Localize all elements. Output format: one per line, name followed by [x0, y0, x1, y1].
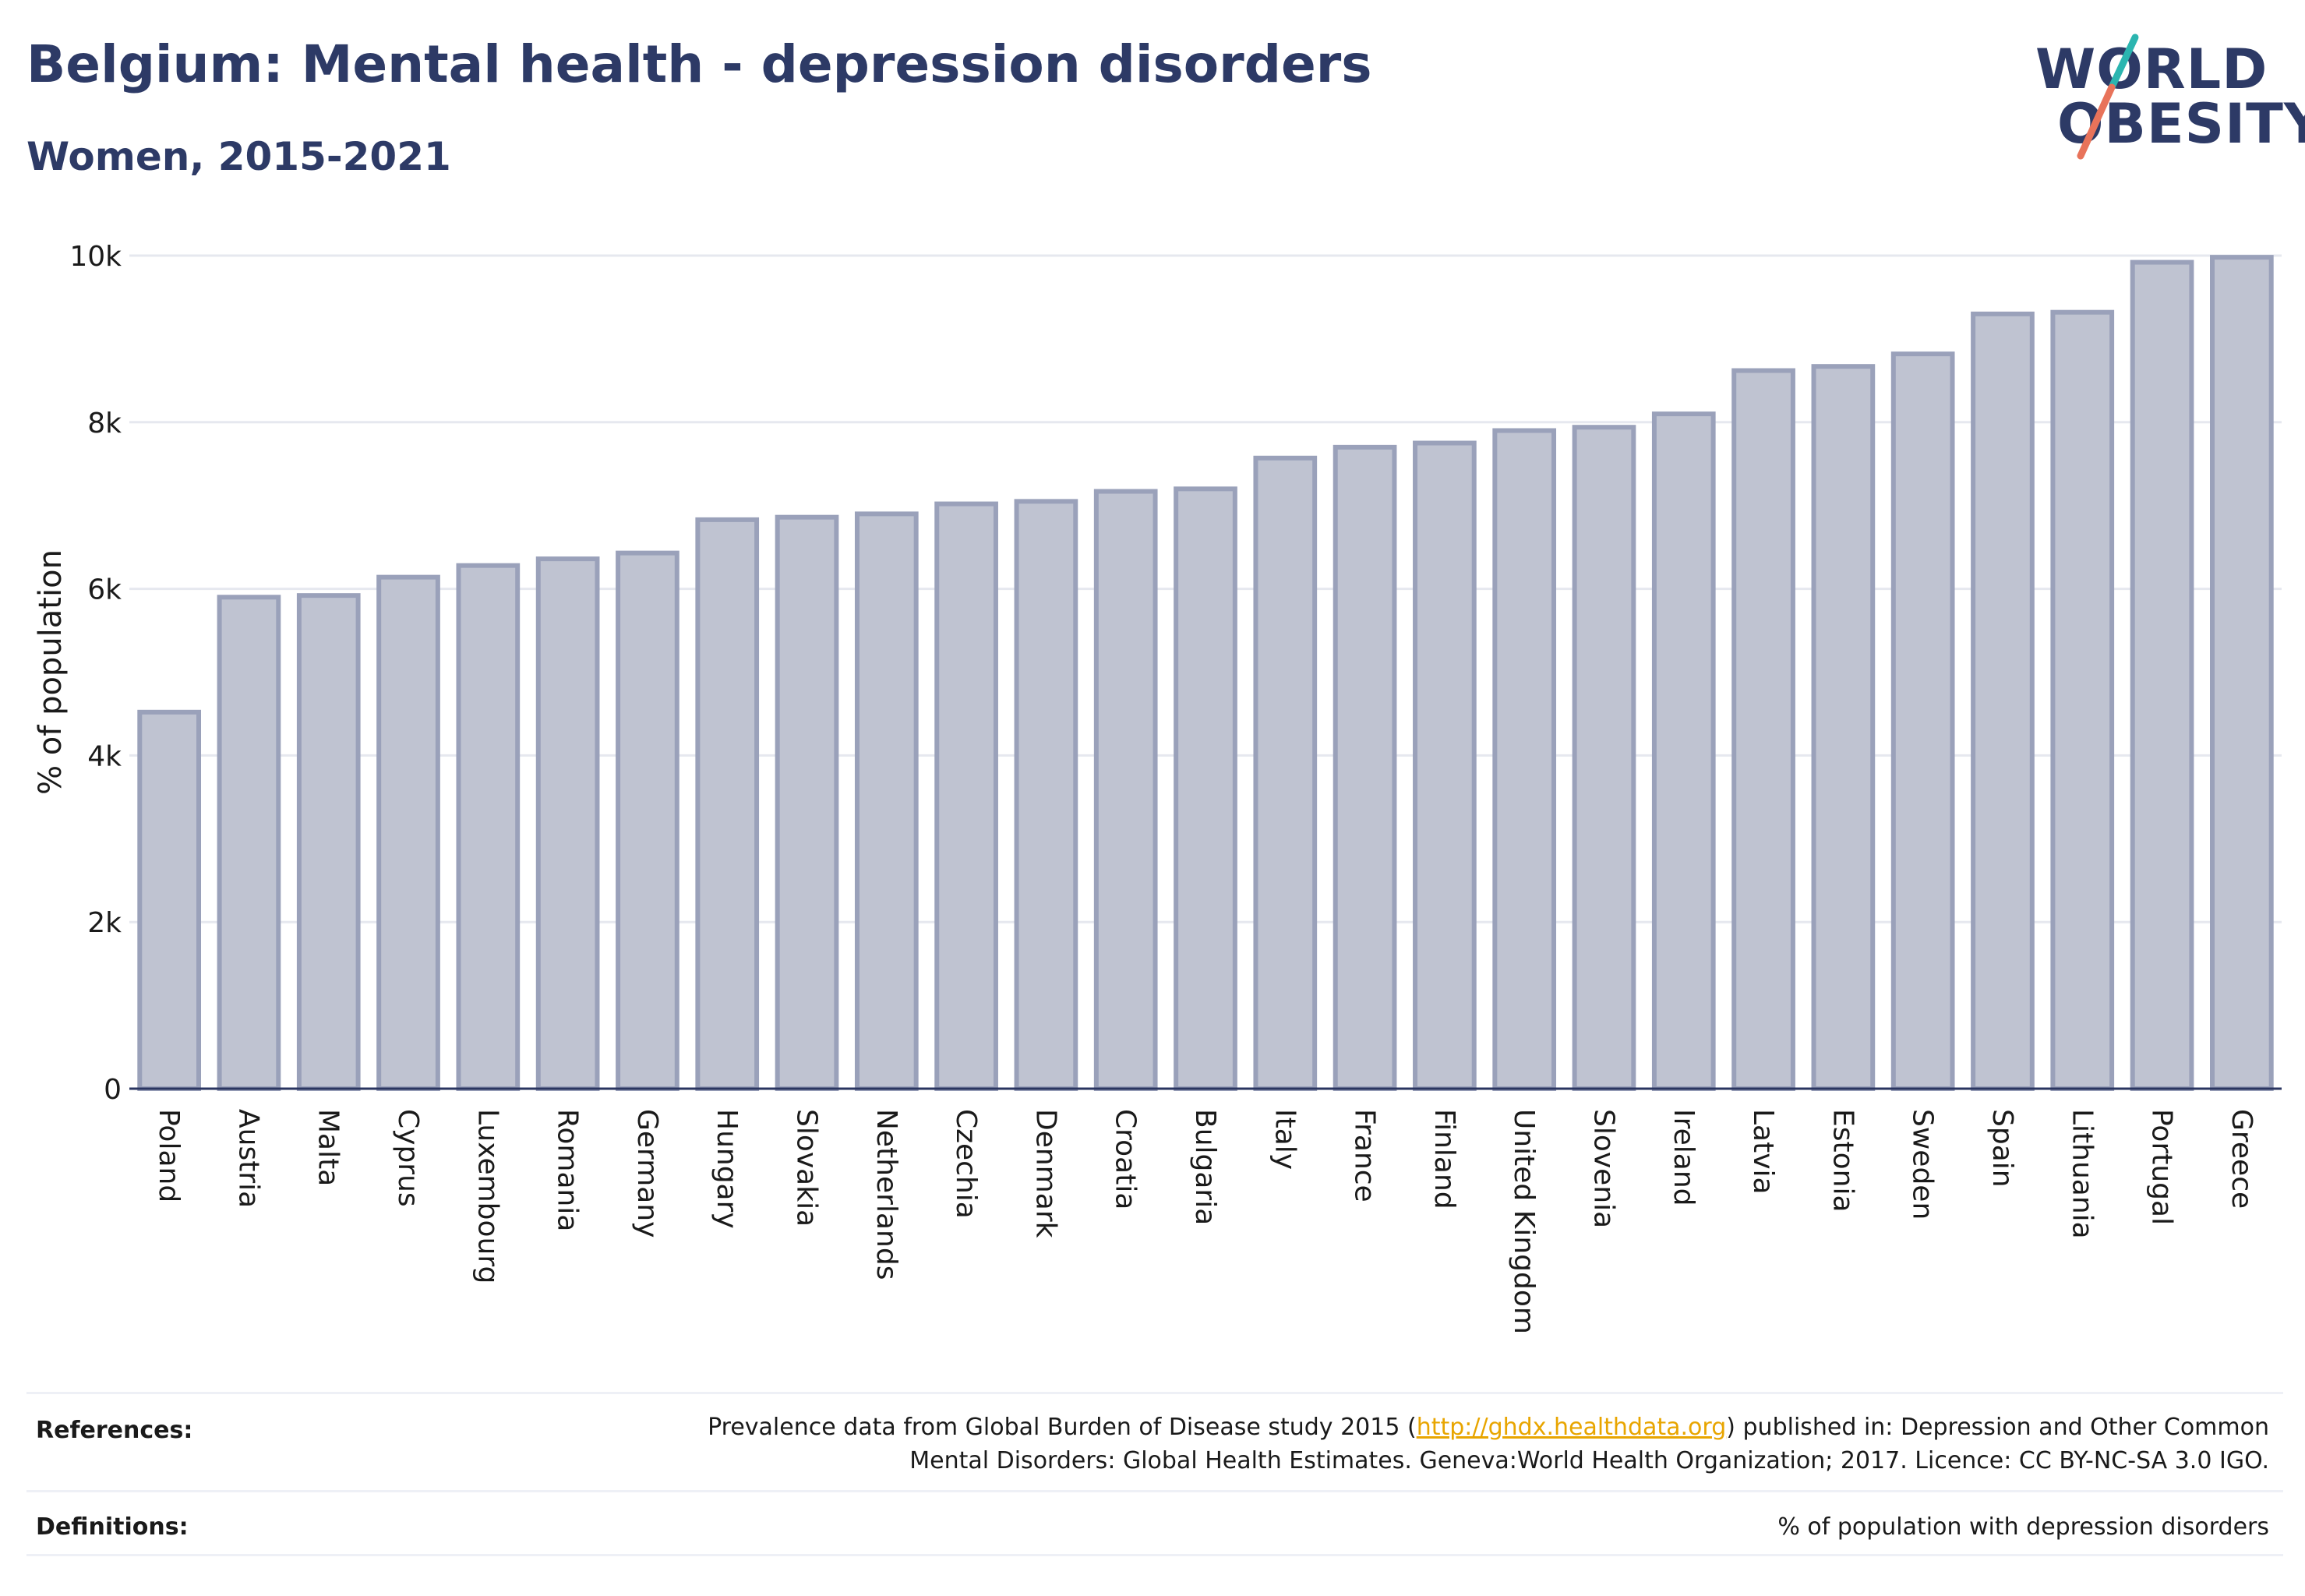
bar-bulgaria	[1174, 486, 1237, 1091]
bar-united-kingdom	[1492, 428, 1557, 1091]
bar-sweden	[1890, 351, 1955, 1091]
y-tick-label: 2k	[87, 907, 122, 939]
bar-lithuania	[2050, 309, 2115, 1091]
bars	[137, 255, 2274, 1092]
chart-title: Belgium: Mental health - depression diso…	[26, 34, 1372, 94]
bar-luxembourg	[456, 563, 521, 1091]
bar-slovakia	[775, 514, 839, 1091]
bar-netherlands	[854, 511, 919, 1091]
bar-spain	[1971, 311, 2035, 1091]
bar-czechia	[934, 501, 998, 1091]
references-label: References:	[36, 1417, 193, 1444]
footer-divider-bottom	[26, 1554, 2283, 1556]
y-tick-label: 8k	[87, 408, 122, 440]
x-tick-label: Hungary	[711, 1109, 743, 1229]
bar-chart: 0 2k 4k 6k 8k 10k Poland Austria Malta Cyprus Lux…	[33, 241, 2282, 1334]
x-tick-label: Ireland	[1668, 1109, 1700, 1206]
x-tick-label: Finland	[1428, 1109, 1460, 1209]
bar-cyprus	[376, 574, 440, 1091]
y-tick-label: 10k	[69, 241, 122, 273]
logo-text-line1: WORLD	[2035, 37, 2268, 101]
x-tick-label: Greece	[2226, 1109, 2257, 1209]
x-tick-label: Romania	[552, 1109, 584, 1231]
bar-ireland	[1651, 411, 1716, 1091]
bar-germany	[616, 550, 679, 1091]
x-tick-label: Poland	[153, 1109, 185, 1202]
x-tick-label: Slovenia	[1587, 1109, 1619, 1228]
bar-estonia	[1811, 364, 1876, 1091]
chart-subtitle: Women, 2015-2021	[26, 134, 451, 179]
definitions-text: % of population with depression disorder…	[1777, 1513, 2269, 1541]
x-tick-label: Cyprus	[392, 1109, 424, 1207]
x-tick-label: Malta	[312, 1109, 344, 1186]
world-obesity-logo: WORLD OBESITY	[2026, 31, 2305, 171]
references-text: Prevalence data from Global Burden of Di…	[633, 1411, 2269, 1478]
x-tick-label: Latvia	[1747, 1109, 1779, 1195]
x-tick-label: Bulgaria	[1189, 1109, 1221, 1225]
y-tick-label: 0	[104, 1074, 122, 1106]
bar-hungary	[695, 517, 760, 1091]
bar-portugal	[2130, 260, 2194, 1091]
x-tick-label: Germany	[631, 1109, 663, 1238]
x-tick-label: Portugal	[2146, 1109, 2178, 1225]
bar-austria	[217, 595, 281, 1091]
x-tick-label: Croatia	[1110, 1109, 1142, 1209]
references-link[interactable]: http://ghdx.healthdata.org	[1416, 1414, 1727, 1441]
bar-slovenia	[1572, 425, 1636, 1091]
x-tick-label: Italy	[1269, 1109, 1301, 1170]
bar-croatia	[1093, 489, 1158, 1091]
x-tick-label: United Kingdom	[1508, 1109, 1540, 1334]
y-tick-label: 6k	[87, 574, 122, 606]
bar-malta	[296, 593, 361, 1091]
bar-greece	[2210, 255, 2274, 1092]
bar-poland	[137, 709, 201, 1091]
x-tick-label: Austria	[232, 1109, 264, 1208]
bar-finland	[1413, 440, 1477, 1091]
bar-romania	[535, 556, 600, 1091]
x-tick-label: Luxembourg	[471, 1109, 503, 1284]
x-tick-label: Netherlands	[870, 1109, 902, 1280]
footer-divider-top	[26, 1392, 2283, 1394]
y-axis-label: % of population	[33, 549, 69, 795]
x-tick-label: Estonia	[1827, 1109, 1858, 1213]
x-tick-label: Spain	[1986, 1109, 2018, 1188]
bar-france	[1333, 444, 1397, 1091]
x-tick-label: Denmark	[1029, 1109, 1061, 1238]
bar-italy	[1253, 455, 1318, 1091]
y-tick-label: 4k	[87, 740, 122, 772]
x-tick-label: Slovakia	[791, 1109, 823, 1227]
logo-slash-icon	[2077, 34, 2139, 160]
references-text-before: Prevalence data from Global Burden of Di…	[708, 1414, 1417, 1441]
y-axis-ticks: 0 2k 4k 6k 8k 10k	[69, 241, 122, 1106]
x-tick-label: Sweden	[1907, 1109, 1939, 1220]
footer-divider-middle	[26, 1490, 2283, 1492]
x-axis-labels: Poland Austria Malta Cyprus Luxembourg Romani…	[153, 1109, 2257, 1334]
references-text-after: ) published in: Depression and Other Com…	[909, 1414, 2269, 1474]
bar-denmark	[1014, 499, 1078, 1091]
definitions-label: Definitions:	[36, 1513, 189, 1541]
bar-latvia	[1731, 368, 1795, 1092]
x-tick-label: Czechia	[950, 1109, 982, 1219]
x-tick-label: France	[1349, 1109, 1381, 1202]
x-tick-label: Lithuania	[2066, 1109, 2098, 1239]
